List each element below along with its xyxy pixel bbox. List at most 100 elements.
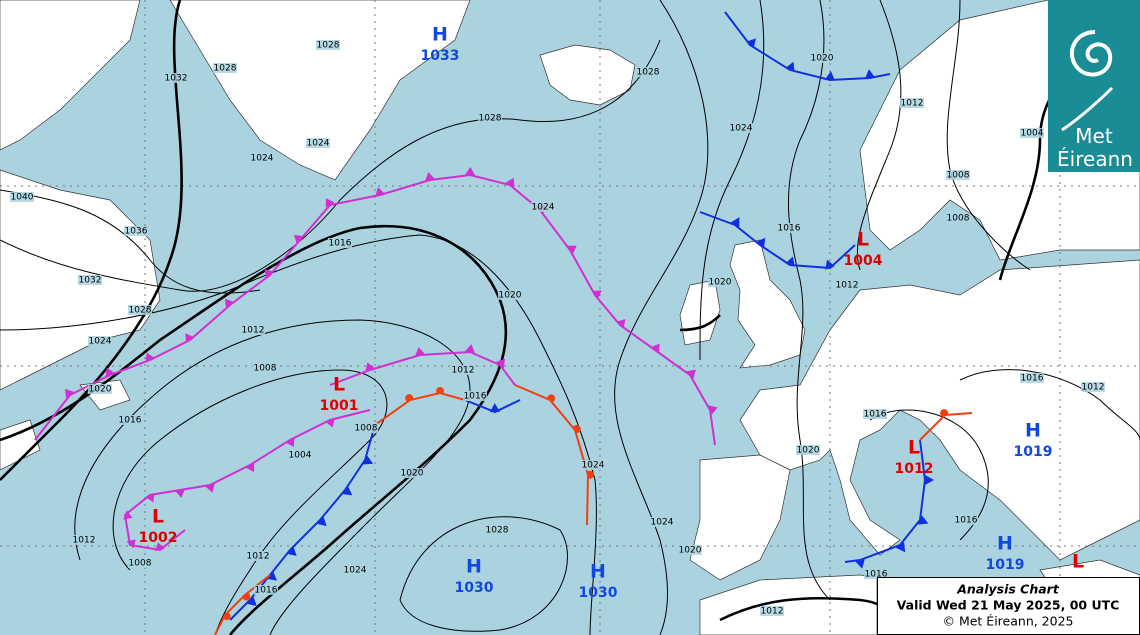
- isobar-label: 1016: [778, 224, 801, 234]
- isobar-label-bg: [72, 535, 96, 545]
- centre-pressure: 1012: [895, 461, 934, 477]
- isobar-label-bg: [708, 277, 732, 287]
- isobar-label-bg: [118, 415, 142, 425]
- isobar-label: 1028: [637, 68, 660, 78]
- info-box: Analysis Chart Valid Wed 21 May 2025, 00…: [877, 577, 1140, 635]
- isobar-label-bg: [213, 63, 237, 73]
- isobar-label-bg: [581, 460, 605, 470]
- isobar-label: 1024: [307, 139, 330, 149]
- isobar-label-bg: [88, 384, 112, 394]
- isobar-label: 1032: [79, 276, 102, 286]
- isobar-label: 1008: [355, 424, 378, 434]
- isobar-label: 1020: [709, 278, 732, 288]
- fronts: [34, 11, 973, 635]
- isobar-label-bg: [253, 363, 277, 373]
- isobar-label: 1028: [214, 64, 237, 74]
- isobar-label-bg: [954, 515, 978, 525]
- isobar-label: 1020: [797, 446, 820, 456]
- isobar-label: 1008: [129, 559, 152, 569]
- centre-type: L: [908, 437, 920, 459]
- isobar-label: 1012: [452, 366, 475, 376]
- isobar-label-bg: [1020, 373, 1044, 383]
- isobar-label-bg: [78, 275, 102, 285]
- isobar-label-bg: [250, 153, 274, 163]
- centre-type: H: [466, 556, 482, 578]
- isobar-label-bg: [478, 113, 502, 123]
- isobar-label-bg: [946, 170, 970, 180]
- isobar-label-bg: [164, 73, 188, 83]
- isobar-label: 1016: [119, 416, 142, 426]
- isobar-label-bg: [636, 67, 660, 77]
- isobar-label: 1008: [254, 364, 277, 374]
- isobar-label: 1024: [532, 203, 555, 213]
- isobar-label-bg: [241, 325, 265, 335]
- isobar-label-bg: [650, 517, 674, 527]
- isobar-label-bg: [400, 468, 424, 478]
- centre-type: H: [1025, 420, 1041, 442]
- logo: Met Éireann: [1048, 0, 1140, 172]
- isobar-label-bg: [128, 305, 152, 315]
- isobar-label: 1028: [317, 41, 340, 51]
- isobar-label-bg: [946, 213, 970, 223]
- centre-pressure: 1030: [455, 580, 494, 596]
- isobar-label: 1016: [864, 410, 887, 420]
- isobar-label: 1012: [242, 326, 265, 336]
- isobar-label-bg: [343, 565, 367, 575]
- isobar-label: 1016: [464, 392, 487, 402]
- isobar-label: 1004: [289, 451, 312, 461]
- isobar-label-bg: [498, 290, 522, 300]
- isobar-label-bg: [254, 585, 278, 595]
- isobar-label-bg: [864, 569, 888, 579]
- centre-pressure: 1030: [579, 585, 618, 601]
- isobar-label: 1036: [125, 227, 148, 237]
- isobar-label-bg: [900, 98, 924, 108]
- isobar-label: 1016: [1021, 374, 1044, 384]
- isobar-label-bg: [835, 280, 859, 290]
- logo-line2: Éireann: [1057, 147, 1133, 171]
- isobar-label-bg: [246, 551, 270, 561]
- isobar-label: 1040: [11, 193, 34, 203]
- isobar-label: 1024: [582, 461, 605, 471]
- info-frame: [877, 577, 1140, 635]
- centre-pressure: 1019: [986, 557, 1025, 573]
- isobar-label-bg: [1020, 128, 1044, 138]
- isobar-label: 1028: [486, 526, 509, 536]
- isobar-label-bg: [863, 409, 887, 419]
- isobar-label: 1012: [836, 281, 859, 291]
- isobar-label: 1024: [89, 337, 112, 347]
- isobar-label: 1020: [401, 469, 424, 479]
- isobar-label: 1020: [499, 291, 522, 301]
- centre-pressure: 1001: [320, 398, 359, 414]
- isobar-label-bg: [1081, 382, 1105, 392]
- isobar-label-bg: [678, 545, 702, 555]
- isobar-label-bg: [810, 53, 834, 63]
- centre-pressure: 1004: [844, 253, 883, 269]
- isobar-label-bg: [354, 423, 378, 433]
- isobar-label: 1020: [89, 385, 112, 395]
- isobar-label-bg: [124, 226, 148, 236]
- isobar-label: 1028: [129, 306, 152, 316]
- centre-type: L: [1072, 551, 1084, 573]
- centre-type: L: [857, 229, 869, 251]
- isobar-label: 1012: [761, 607, 784, 617]
- isobar-label: 1028: [479, 114, 502, 124]
- isobar-label: 1016: [255, 586, 278, 596]
- isobar-label-bg: [760, 606, 784, 616]
- info-copyright: © Met Éireann, 2025: [942, 614, 1073, 629]
- isobar-label-bg: [451, 365, 475, 375]
- isobar-label: 1008: [947, 171, 970, 181]
- isobar-label-bg: [316, 40, 340, 50]
- isobar-label: 1004: [1021, 129, 1044, 139]
- centre-type: H: [997, 533, 1013, 555]
- pressure-centres: H 1033 L 1004 L 1001 L 1002 H 1030 H 1030 L 1012 H 1019…: [139, 24, 1085, 602]
- isobar-label: 1012: [901, 99, 924, 109]
- isobar-label: 1008: [947, 214, 970, 224]
- isobar-label-bg: [531, 202, 555, 212]
- logo-line1: Met: [1075, 124, 1113, 148]
- isobar-label: 1016: [329, 239, 352, 249]
- isobar-label-bg: [485, 525, 509, 535]
- isobar-label-bg: [128, 558, 152, 568]
- isobar-label-bg: [729, 123, 753, 133]
